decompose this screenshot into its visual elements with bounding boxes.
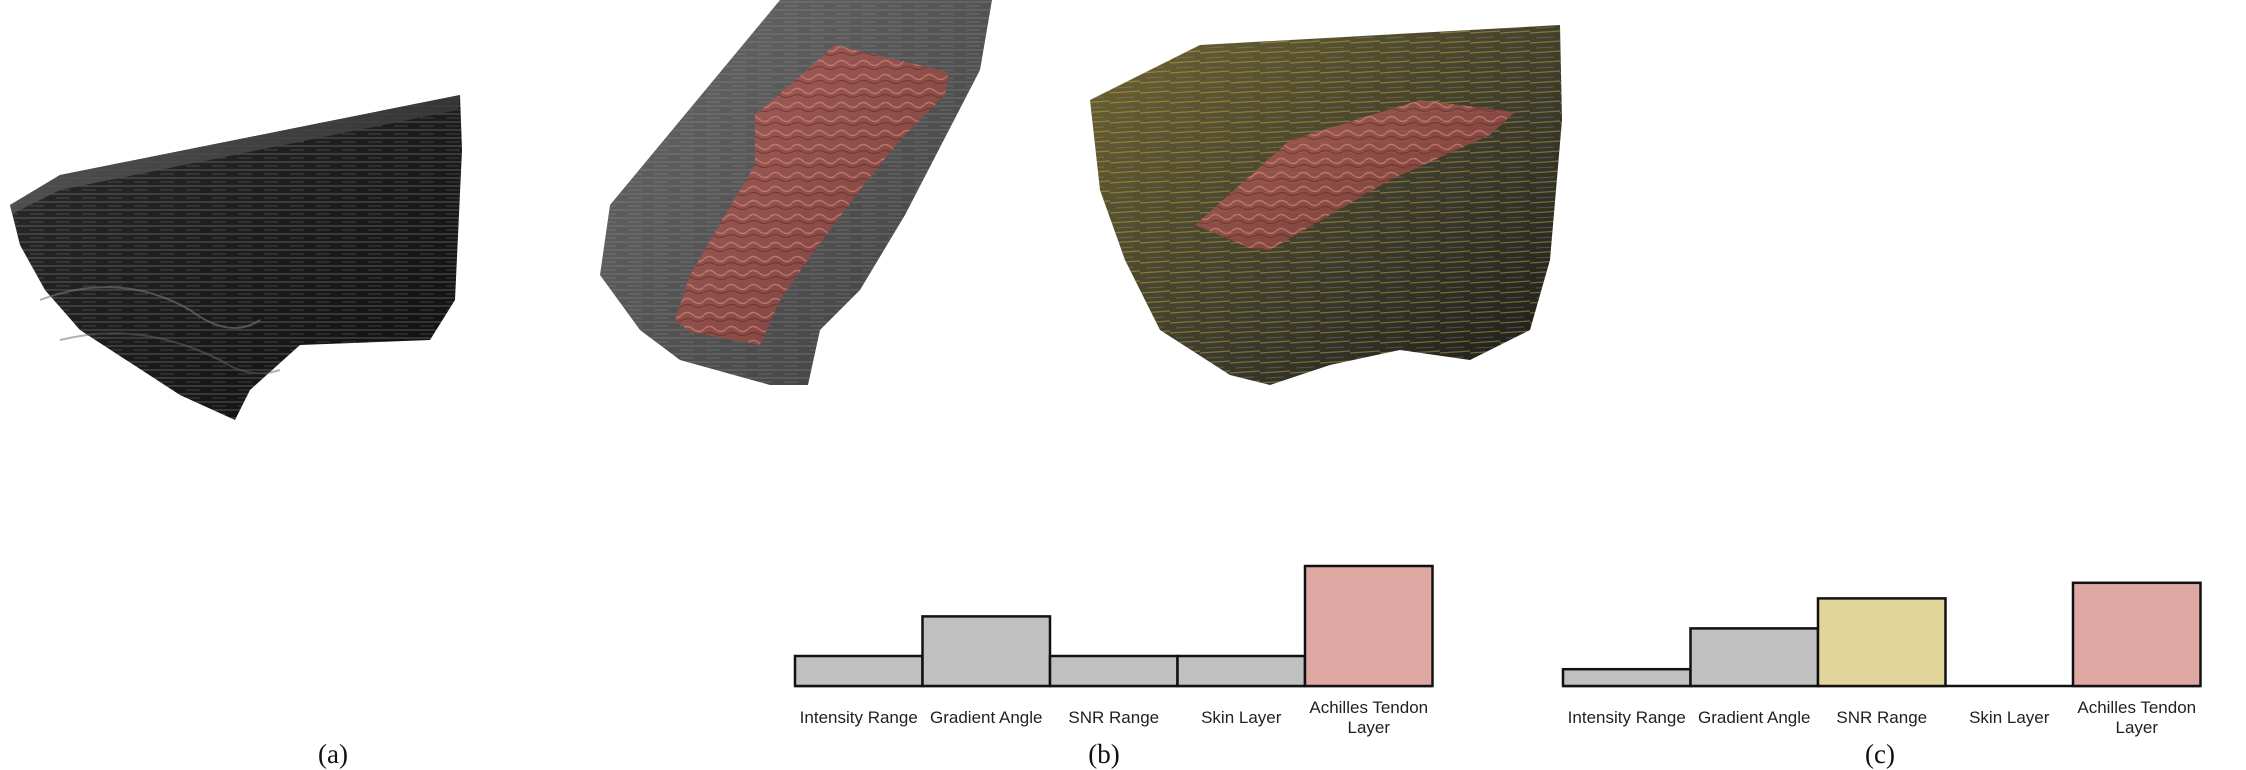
bar-label: SNR Range xyxy=(1068,708,1159,727)
bar-skin-layer xyxy=(1176,654,1307,688)
bar-label: Gradient Angle xyxy=(930,708,1042,727)
panel-c-volume-render xyxy=(1090,25,1562,385)
bar-label: Achilles Tendon Layer xyxy=(2077,698,2196,737)
panel-caption: (b) xyxy=(1088,739,1119,769)
panel-b-volume-render xyxy=(600,0,992,385)
bar-snr-range xyxy=(1816,597,1947,688)
bar-label: Gradient Angle xyxy=(1698,708,1810,727)
bar-intensity-range xyxy=(1561,667,1692,688)
panel-caption: (c) xyxy=(1865,739,1895,769)
bar-intensity-range xyxy=(793,654,924,688)
bar-label: Intensity Range xyxy=(800,708,918,727)
panel-b-bar-chart: Intensity Range Gradient Angle SNR Range Sk… xyxy=(793,564,1434,737)
panel-c-bar-chart: Intensity Range Gradient Angle SNR Range Sk… xyxy=(1561,581,2202,737)
bar-achilles-tendon-layer xyxy=(1303,564,1434,688)
bar-achilles-tendon-layer xyxy=(2071,581,2202,688)
bar-label: Skin Layer xyxy=(1969,708,2050,727)
panel-captions: (a) (b) (c) xyxy=(318,739,1895,769)
bar-label: SNR Range xyxy=(1836,708,1927,727)
bar-gradient-angle xyxy=(921,615,1052,688)
bar-label: Skin Layer xyxy=(1201,708,1282,727)
panel-a-volume-render xyxy=(10,95,462,420)
bar-label: Achilles Tendon Layer xyxy=(1309,698,1428,737)
panel-caption: (a) xyxy=(318,739,348,769)
bar-snr-range xyxy=(1048,654,1179,688)
bar-label: Intensity Range xyxy=(1568,708,1686,727)
bar-gradient-angle xyxy=(1689,627,1820,688)
